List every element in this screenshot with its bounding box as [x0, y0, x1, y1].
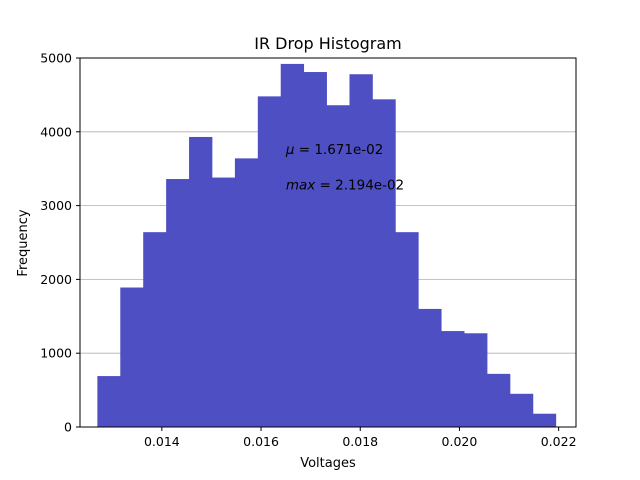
- histogram-bar: [441, 331, 465, 427]
- annotation-symbol: μ: [285, 142, 295, 158]
- histogram-bar: [143, 232, 167, 427]
- annotation-value: = 1.671e-02: [294, 142, 383, 158]
- bars: [97, 63, 557, 428]
- y-axis-ticks: 0 1000 2000 3000 4000 5000: [40, 51, 80, 435]
- x-axis-label: Voltages: [300, 456, 356, 471]
- y-axis-label: Frequency: [16, 209, 31, 276]
- histogram-bar: [326, 105, 350, 428]
- x-tick-label: 0.018: [342, 434, 378, 449]
- y-tick-label: 1000: [40, 346, 72, 361]
- histogram-bar: [257, 96, 282, 427]
- x-tick-label: 0.016: [243, 434, 279, 449]
- histogram-bar: [280, 63, 305, 428]
- histogram-bar: [120, 287, 144, 427]
- histogram-bar: [509, 393, 534, 427]
- histogram-bar: [349, 74, 373, 428]
- annotation-value: = 2.194e-02: [315, 177, 404, 193]
- histogram-bar: [487, 373, 511, 427]
- histogram-bar: [303, 72, 327, 427]
- plot-frame: [79, 57, 577, 428]
- y-tick-label: 2000: [40, 272, 72, 287]
- y-tick-label: 3000: [40, 198, 72, 213]
- y-tick-label: 0: [64, 420, 72, 435]
- histogram-bar: [464, 333, 488, 427]
- histogram-bar: [234, 158, 259, 428]
- y-tick-label: 5000: [40, 51, 72, 66]
- x-axis-ticks: 0.014 0.016 0.018 0.020 0.022: [144, 427, 577, 449]
- histogram-bar: [395, 232, 419, 427]
- annotations: μ = 1.671e-02 max = 2.194e-02: [285, 142, 404, 193]
- x-tick-label: 0.014: [144, 434, 180, 449]
- chart-title: IR Drop Histogram: [254, 34, 402, 53]
- x-tick-label: 0.022: [541, 434, 577, 449]
- histogram-bar: [189, 136, 213, 427]
- stat-annotation: μ = 1.671e-02: [285, 142, 384, 158]
- y-tick-label: 4000: [40, 124, 72, 139]
- histogram-bar: [532, 413, 557, 427]
- histogram-bar: [97, 376, 121, 427]
- histogram-bar: [166, 179, 190, 427]
- annotation-symbol: max: [286, 177, 316, 193]
- stat-annotation: max = 2.194e-02: [286, 177, 404, 193]
- x-tick-label: 0.020: [442, 434, 478, 449]
- histogram-bar: [211, 177, 236, 427]
- histogram-bar: [418, 308, 442, 427]
- histogram-bar: [372, 99, 396, 427]
